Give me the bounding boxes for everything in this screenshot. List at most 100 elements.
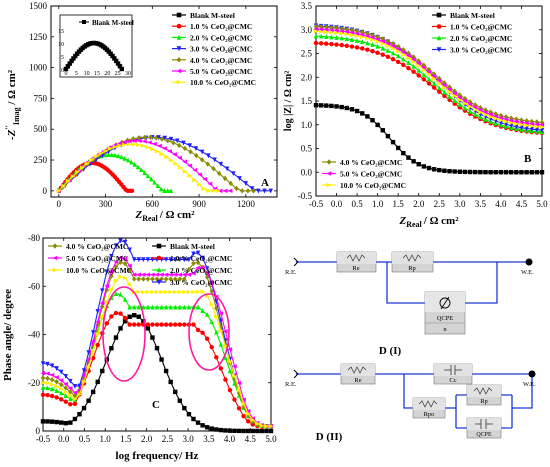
panel-b-series-0-point — [313, 102, 319, 108]
panel-a-inset-content — [63, 40, 124, 72]
panel-b-series-0-point — [519, 170, 524, 175]
panel-b-series-6-point — [416, 63, 422, 68]
panel-b-ticks — [315, 5, 543, 197]
panel-c-series-2-point — [145, 304, 151, 310]
panel-b-series-2-point — [421, 72, 427, 77]
panel-b-series-6-point — [534, 124, 540, 129]
panel-b-series-1-point — [365, 47, 370, 52]
panel-c-series-2-point — [232, 380, 237, 386]
panel-c-series-2-point — [118, 291, 123, 297]
panel-c-series-0-point — [68, 420, 73, 425]
panel-b-series-1-point — [380, 52, 385, 57]
panel-c-series-0-point — [54, 419, 59, 425]
panel-c-series-5-point — [58, 378, 64, 383]
panel-a-series-3-point — [187, 143, 192, 149]
panel-c-series-0-point — [191, 416, 196, 422]
panel-c-series-1-point — [241, 413, 246, 419]
panel-c-series-2-point — [182, 304, 187, 310]
panel-a-series-6-point — [56, 188, 62, 194]
panel-c-series-6-point — [141, 289, 146, 295]
panel-a-legend: Blank M-steel 1.0 % CeO₂@CMC 2.0 % CeO₂@CM… — [172, 11, 256, 87]
circuit-1-re-arrow-icon — [293, 257, 299, 267]
panel-b-series-2-point — [339, 35, 344, 41]
panel-c-series-6-point — [145, 289, 151, 295]
panel-c-series-5-point — [99, 300, 105, 306]
panel-a-inset-series-point — [115, 61, 121, 66]
panel-b-series-5-point — [375, 37, 380, 42]
panel-c-series-0-point — [141, 319, 146, 324]
panel-b-series-6-point — [467, 104, 473, 109]
circuit-2-re-text: Re — [354, 377, 361, 384]
panel-c-series-2-point — [63, 393, 68, 399]
panel-c-series-5-point — [172, 272, 178, 277]
panel-b-series-6-point — [473, 107, 478, 112]
legend-marker — [176, 68, 182, 74]
panel-c-series-3-point — [45, 361, 50, 367]
panel-c-series-2-point — [209, 319, 214, 325]
panel-a-series-6-point — [126, 142, 132, 147]
legend-marker — [156, 243, 162, 249]
panel-c-series-2-point — [40, 384, 46, 390]
panel-a-series-2-point — [145, 173, 151, 179]
panel-a-series-2-point — [109, 152, 114, 158]
panel-c-xtick-label: 1.5 — [120, 434, 132, 444]
panel-b-series-5-point — [333, 28, 339, 33]
panel-b-series-5-point — [431, 74, 437, 79]
panel-c-series-2-point — [163, 304, 169, 310]
panel-b-series-1-point — [375, 50, 380, 55]
panel-a-inset-xtick-label: 15 — [94, 71, 100, 77]
circuit-d-ii — [296, 373, 533, 429]
panel-c-series-1-point — [63, 399, 68, 404]
panel-b-series-3-point — [539, 128, 545, 133]
panel-a-inset-xtick-label: 10 — [84, 71, 90, 77]
legend-label: 3.0 % CeO₂@CMC — [450, 46, 512, 55]
panel-c-series-5-point — [231, 364, 237, 369]
panel-b-series-1-point — [442, 93, 447, 99]
panel-b-series-0-point — [380, 128, 385, 133]
panel-b-series-0-point — [467, 169, 473, 175]
panel-a-inset-series-point — [112, 56, 117, 61]
panel-c-series-2-point — [159, 304, 164, 310]
panel-b-ytick-label: 1.0 — [301, 120, 313, 130]
panel-b-series-5-point — [493, 114, 498, 119]
circuit-2-we-label: W.E. — [523, 381, 536, 388]
legend-marker — [176, 57, 182, 63]
panel-c-series-0-point — [154, 345, 160, 351]
circuit-1-cpe-text: QCPE — [437, 315, 454, 322]
panel-c-series-5-point — [104, 283, 110, 289]
panel-b-series-0-point — [508, 170, 514, 175]
panel-b-series-3-point — [514, 124, 519, 130]
panel-c-tag: C — [152, 399, 160, 411]
panel-c-series-5-point — [131, 272, 137, 277]
panel-a-series-2-point — [149, 176, 154, 182]
panel-a-series-6-point — [70, 174, 76, 179]
panel-b-series-6-point — [447, 89, 453, 95]
panel-c-series-5-point — [136, 272, 141, 277]
panel-b-series-0-point — [473, 169, 478, 175]
panel-c-series-6-point — [100, 315, 105, 320]
panel-b-series-2-point — [334, 35, 339, 40]
panel-c-series-6-point — [218, 328, 224, 333]
panel-c-series-6-point — [95, 331, 101, 337]
circuit-1-wire-cpe-right — [457, 262, 498, 304]
panel-a-series-5-point — [116, 141, 122, 146]
circuit-d-i — [296, 261, 529, 304]
panel-c-series-3-point — [81, 368, 87, 374]
panel-c-series-6-point — [255, 421, 260, 426]
panel-a-ylabel-sub: Imag — [12, 107, 21, 125]
panel-c-series-2-point — [45, 385, 50, 391]
panel-a-xtick-label: 0 — [57, 199, 62, 209]
panel-c-series-6-point — [136, 289, 142, 295]
panel-b-legend: Blank M-steel 1.0 % CeO₂@CMC 2.0 % CeO₂@CM… — [322, 11, 512, 190]
panel-b-series-3-point — [534, 127, 540, 133]
panel-c-series-4-point — [209, 288, 214, 294]
panel-b-series-5-point — [467, 102, 473, 107]
panel-b-series-0-point — [360, 111, 365, 116]
panel-c-series-4-point — [136, 276, 141, 282]
panel-a-inset-ytick-label: 0 — [61, 68, 64, 74]
panel-b-series-0-point — [534, 170, 540, 175]
panel-a-series-3-point — [256, 188, 261, 194]
panel-c-series-0-point — [255, 428, 260, 434]
panel-c-series-3-point — [127, 247, 132, 253]
panel-c-series-6-point — [113, 278, 119, 283]
